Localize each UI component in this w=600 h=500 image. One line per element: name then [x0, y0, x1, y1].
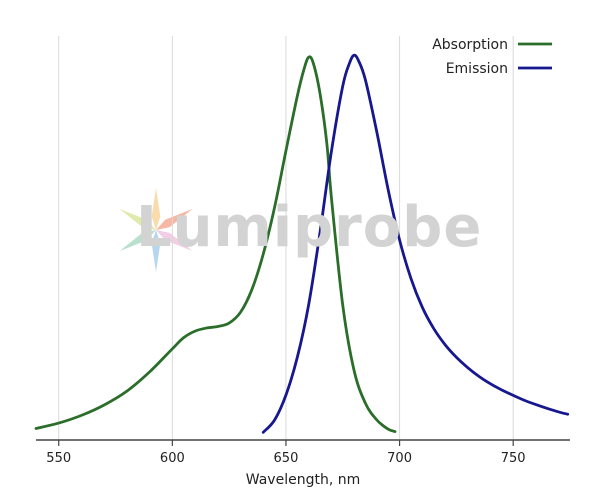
- svg-text:700: 700: [387, 451, 412, 466]
- legend-label: Absorption: [432, 37, 508, 53]
- svg-text:650: 650: [274, 451, 299, 466]
- svg-text:600: 600: [160, 451, 185, 466]
- x-axis-label: Wavelength, nm: [246, 472, 360, 488]
- spectrum-chart: 550 600 650 700 750 Wavelength, nm Absorption E…: [0, 0, 600, 500]
- svg-text:550: 550: [46, 451, 71, 466]
- svg-text:750: 750: [501, 451, 526, 466]
- chart-svg: 550 600 650 700 750 Wavelength, nm Absorption E…: [0, 0, 600, 500]
- legend-label: Emission: [446, 61, 508, 77]
